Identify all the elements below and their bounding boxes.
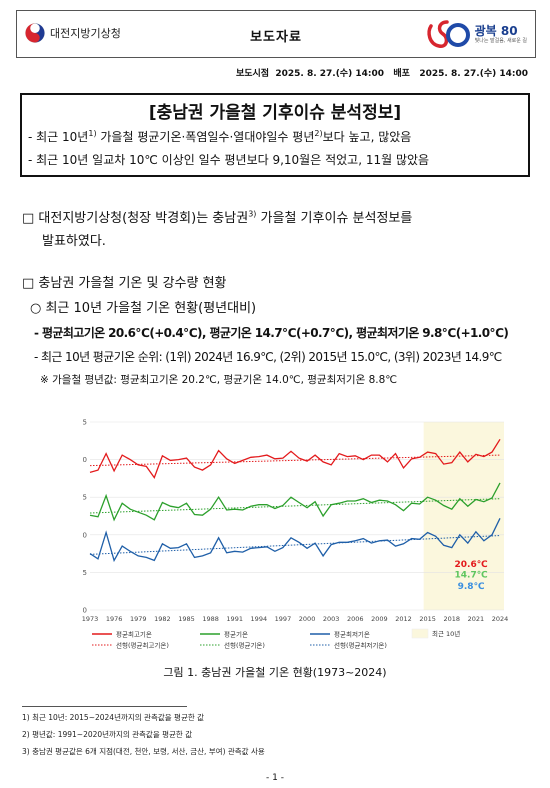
footnote-3: 3) 충남권 평균값은 6개 지점(대전, 천안, 보령, 서산, 금산, 부여… — [22, 747, 265, 756]
x-tick-label: 1994 — [251, 615, 268, 623]
intro-paragraph: □ 대전지방기상청(청장 박경회)는 충남권3) 가을철 기후이슈 분석정보를 — [22, 209, 413, 226]
liberation-80-title: 광복 80 — [474, 24, 518, 38]
legend-swatch — [411, 628, 429, 639]
x-tick-label: 1988 — [202, 615, 219, 623]
x-tick-label: 1991 — [226, 615, 243, 623]
release-info: 보도시점 2025. 8. 27.(수) 14:00 배포 2025. 8. 2… — [235, 69, 528, 79]
x-tick-label: 2006 — [347, 615, 364, 623]
value-annotation: 14.7℃ — [455, 571, 488, 581]
x-tick-label: 2012 — [395, 615, 412, 623]
y-tick-label: 10 — [82, 531, 87, 539]
y-tick-label: 25 — [82, 419, 87, 427]
y-tick-label: 15 — [82, 494, 87, 502]
legend-label: 평균최저기온 — [334, 630, 370, 639]
summary-line-2: - 최근 10년 일교차 10℃ 이상인 일수 평년보다 9,10월은 적었고,… — [28, 153, 430, 167]
x-tick-label: 2009 — [371, 615, 388, 623]
x-tick-label: 1976 — [106, 615, 123, 623]
footnote-divider — [22, 706, 187, 707]
value-annotation: 20.6℃ — [455, 560, 488, 570]
value-annotation: 9.8℃ — [458, 582, 485, 592]
taegeuk-emblem-icon — [25, 23, 45, 43]
press-release-header: 대전지방기상청 보도자료 광복 80 빛나는 발걸음, 새로운 길 — [16, 10, 536, 58]
x-tick-label: 1979 — [130, 615, 147, 623]
trend-line — [89, 535, 501, 555]
legend-label: 평균기온 — [224, 630, 248, 639]
temperature-line-chart: 0 5 10 15 20 25 1973 1976 1979 1982 1985 1988 1991 19… — [82, 419, 509, 650]
normal-values-note: ※ 가을철 평년값: 평균최고기온 20.2℃, 평균기온 14.0℃, 평균최… — [40, 374, 398, 386]
legend-label: 선형(평균최저기온) — [334, 641, 387, 650]
legend-label: 선형(평균기온) — [224, 641, 265, 650]
section-heading: □ 충남권 가을철 기온 및 강수량 현황 — [22, 276, 227, 291]
liberation-80-emblem-icon — [427, 20, 470, 48]
x-tick-label: 1982 — [154, 615, 171, 623]
series-line — [89, 518, 501, 563]
y-tick-label: 5 — [83, 569, 87, 577]
temperature-ranking: - 최근 10년 평균기온 순위: (1위) 2024년 16.9℃, (2위)… — [34, 350, 502, 364]
subsection-heading: ○ 최근 10년 가을철 기온 현황(평년대비) — [30, 301, 257, 316]
summary-title: [충남권 가을철 기후이슈 분석정보] — [148, 103, 402, 123]
footnote-1: 1) 최근 10년: 2015~2024년까지의 관측값을 평균한 값 — [22, 713, 205, 722]
document-type: 보도자료 — [250, 30, 302, 45]
x-tick-label: 2024 — [492, 615, 509, 623]
agency-name: 대전지방기상청 — [50, 27, 121, 40]
summary-line-1: - 최근 10년1) 가을철 평균기온·폭염일수·열대야일수 평년2)보다 높고… — [28, 129, 412, 144]
series-line — [89, 438, 501, 479]
intro-paragraph-cont: 발표하였다. — [42, 234, 106, 249]
page-number: - 1 - — [266, 773, 284, 783]
footnote-2: 2) 평년값: 1991~2020년까지의 관측값을 평균한 값 — [22, 730, 193, 739]
trend-line — [89, 498, 501, 514]
y-tick-label: 20 — [82, 456, 87, 464]
temperature-summary: - 평균최고기온 20.6℃(+0.4℃), 평균기온 14.7℃(+0.7℃)… — [34, 326, 509, 340]
agency-logo: 대전지방기상청 — [25, 23, 121, 43]
legend-label: 최근 10년 — [432, 629, 460, 638]
legend-label: 선형(평균최고기온) — [116, 641, 169, 650]
x-tick-label: 2021 — [468, 615, 485, 623]
x-tick-label: 1973 — [82, 615, 98, 623]
liberation-80-logo: 광복 80 빛나는 발걸음, 새로운 길 — [425, 18, 527, 52]
series-line — [89, 482, 501, 522]
liberation-80-slogan: 빛나는 발걸음, 새로운 길 — [474, 38, 527, 44]
trend-line — [89, 454, 501, 467]
x-tick-label: 1985 — [178, 615, 195, 623]
x-tick-label: 2015 — [419, 615, 436, 623]
x-tick-label: 2000 — [299, 615, 316, 623]
summary-box: [충남권 가을철 기후이슈 분석정보] - 최근 10년1) 가을철 평균기온·… — [20, 93, 530, 177]
legend-label: 평균최고기온 — [116, 630, 152, 639]
x-tick-label: 2003 — [323, 615, 340, 623]
figure-caption: 그림 1. 충남권 가을철 기온 현황(1973~2024) — [163, 666, 387, 679]
x-tick-label: 1997 — [275, 615, 292, 623]
y-tick-label: 0 — [83, 607, 87, 615]
x-tick-label: 2018 — [443, 615, 460, 623]
